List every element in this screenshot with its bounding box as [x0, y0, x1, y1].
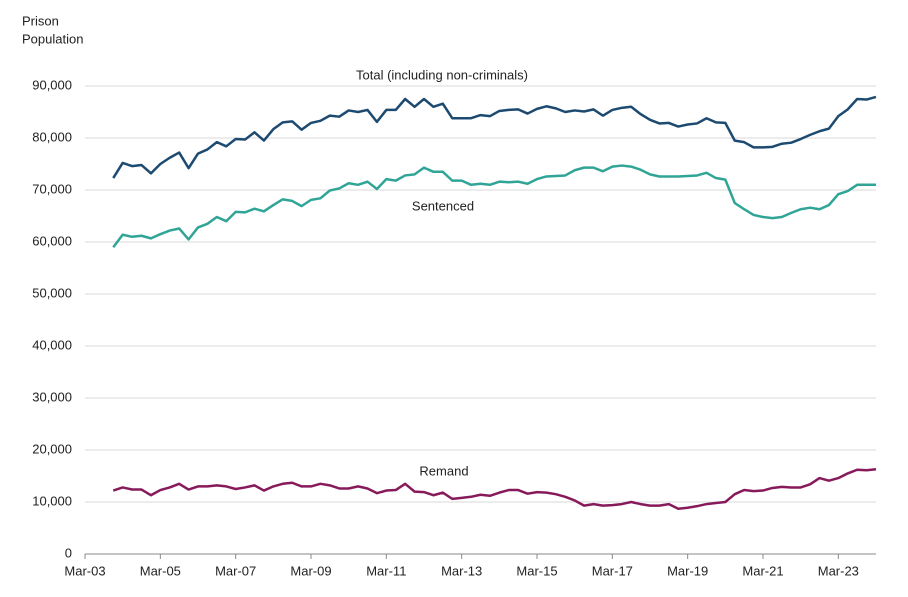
x-tick-label: Mar-05: [140, 563, 181, 578]
series-line: [112, 95, 877, 179]
x-tick-label: Mar-09: [290, 563, 331, 578]
series-line: [112, 164, 876, 248]
y-tick-label: 50,000: [32, 285, 72, 300]
x-tick-label: Mar-03: [64, 563, 105, 578]
x-tick-label: Mar-07: [215, 563, 256, 578]
y-tick-label: 60,000: [32, 233, 72, 248]
y-axis-title: Population: [22, 31, 83, 46]
y-axis-title: Prison: [22, 13, 59, 28]
x-tick-label: Mar-11: [366, 563, 406, 578]
x-tick-label: Mar-13: [441, 563, 482, 578]
x-tick-label: Mar-21: [742, 563, 783, 578]
series-line: [112, 467, 877, 511]
y-tick-label: 70,000: [32, 181, 72, 196]
y-tick-label: 80,000: [32, 129, 72, 144]
x-tick-label: Mar-23: [818, 563, 859, 578]
y-tick-label: 90,000: [32, 77, 72, 92]
x-tick-label: Mar-19: [667, 563, 708, 578]
y-tick-label: 20,000: [32, 441, 72, 456]
annotation: Sentenced: [412, 198, 474, 213]
annotation: Total (including non-criminals): [356, 67, 528, 82]
y-tick-label: 30,000: [32, 389, 72, 404]
x-tick-label: Mar-17: [592, 563, 633, 578]
y-tick-label: 10,000: [32, 493, 72, 508]
y-tick-label: 40,000: [32, 337, 72, 352]
annotation: Remand: [419, 463, 468, 478]
y-tick-label: 0: [65, 545, 72, 560]
x-tick-label: Mar-15: [516, 563, 557, 578]
